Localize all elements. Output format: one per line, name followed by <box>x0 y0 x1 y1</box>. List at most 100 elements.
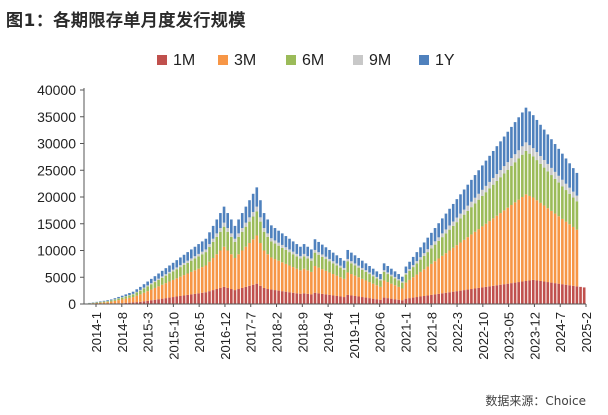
bar-3m-37 <box>219 250 222 288</box>
bar-1m-124 <box>535 280 539 304</box>
bar-3m-69 <box>335 275 339 296</box>
bar-6m-87 <box>400 282 404 289</box>
bar-9m-90 <box>411 265 415 268</box>
bar-9m-86 <box>397 279 400 281</box>
bar-3m-70 <box>339 277 342 297</box>
bar-1m-94 <box>426 295 430 304</box>
bar-1y-85 <box>393 271 397 277</box>
bar-6m-134 <box>571 197 575 227</box>
bar-9m-75 <box>357 265 360 268</box>
bar-9m-26 <box>179 265 182 268</box>
bar-1y-89 <box>408 261 411 270</box>
bar-3m-124 <box>535 200 539 281</box>
bar-1y-9 <box>117 296 120 299</box>
bar-9m-107 <box>473 197 477 204</box>
y-tick-label: 25000 <box>37 162 76 178</box>
bar-3m-107 <box>473 231 477 289</box>
bar-6m-75 <box>357 267 360 278</box>
bar-6m-35 <box>211 241 215 258</box>
bar-9m-97 <box>437 237 440 241</box>
bar-1y-49 <box>262 213 266 229</box>
bar-1y-48 <box>259 200 262 218</box>
bar-1y-41 <box>233 225 237 239</box>
bar-3m-81 <box>379 286 382 300</box>
bar-6m-123 <box>531 156 535 198</box>
bar-6m-71 <box>342 269 346 279</box>
bar-1m-101 <box>451 291 455 304</box>
bar-6m-51 <box>270 241 273 258</box>
bar-1y-40 <box>230 219 233 234</box>
legend-swatch-2 <box>218 55 228 65</box>
bar-3m-16 <box>142 292 146 302</box>
bar-1m-114 <box>499 284 502 304</box>
bar-3m-10 <box>120 299 124 304</box>
bar-1y-72 <box>346 249 350 259</box>
bar-6m-96 <box>433 244 437 262</box>
bar-3m-57 <box>291 267 295 293</box>
bar-1y-93 <box>422 242 426 254</box>
bar-3m-56 <box>288 265 291 293</box>
bar-6m-21 <box>160 277 164 285</box>
bar-3m-108 <box>477 229 480 288</box>
bar-6m-95 <box>430 248 433 264</box>
bar-1y-33 <box>204 238 208 250</box>
bar-9m-22 <box>164 274 168 276</box>
y-tick-label: 10000 <box>37 243 76 259</box>
bar-1m-118 <box>513 282 517 304</box>
bar-1m-76 <box>360 297 364 304</box>
bar-6m-125 <box>539 163 542 203</box>
bar-1y-36 <box>215 219 219 234</box>
bar-9m-123 <box>531 148 535 157</box>
bar-6m-62 <box>310 260 313 272</box>
bar-6m-124 <box>535 160 539 201</box>
bar-1y-82 <box>382 263 386 271</box>
bar-1m-132 <box>564 284 568 304</box>
bar-9m-32 <box>200 251 204 255</box>
bar-1y-80 <box>375 271 379 277</box>
bar-1y-21 <box>160 270 164 277</box>
bar-9m-76 <box>360 267 364 270</box>
bar-3m-55 <box>284 263 288 292</box>
bar-3m-35 <box>211 257 215 291</box>
bar-3m-67 <box>328 272 331 295</box>
bar-9m-88 <box>404 272 408 275</box>
bar-3m-27 <box>182 275 186 296</box>
bar-6m-36 <box>215 236 219 255</box>
bar-1m-117 <box>510 283 513 304</box>
bar-6m-82 <box>382 271 386 281</box>
bar-9m-133 <box>568 187 571 194</box>
bar-1y-57 <box>291 241 295 252</box>
bar-3m-73 <box>350 274 353 296</box>
bar-3m-32 <box>200 267 204 293</box>
bar-1m-91 <box>415 297 419 304</box>
bar-9m-27 <box>182 262 186 265</box>
bar-1y-64 <box>317 241 320 253</box>
bar-9m-118 <box>513 154 517 163</box>
bar-6m-45 <box>248 221 251 244</box>
bar-1y-131 <box>561 153 564 180</box>
bar-1y-99 <box>444 213 448 230</box>
bar-1m-11 <box>124 302 128 304</box>
bar-9m-125 <box>539 156 542 164</box>
bar-1y-108 <box>477 170 480 194</box>
bar-6m-43 <box>240 231 244 251</box>
bar-9m-116 <box>506 162 510 170</box>
bar-6m-31 <box>197 256 200 269</box>
bar-3m-110 <box>484 223 488 287</box>
bar-1y-107 <box>473 175 477 198</box>
bar-6m-79 <box>371 276 375 284</box>
bar-3m-132 <box>564 221 568 285</box>
bar-1m-66 <box>324 294 328 304</box>
bar-3m-53 <box>277 260 280 291</box>
bar-9m-79 <box>371 274 375 277</box>
bar-3m-112 <box>491 218 495 286</box>
bar-9m-110 <box>484 185 488 193</box>
bar-3m-101 <box>451 247 455 292</box>
bar-3m-135 <box>575 229 579 287</box>
bar-6m-19 <box>153 282 157 288</box>
bar-1m-95 <box>430 294 433 304</box>
bar-3m-130 <box>557 216 561 284</box>
bar-6m-93 <box>422 255 426 270</box>
bar-3m-39 <box>226 250 229 288</box>
bar-1y-102 <box>455 199 459 218</box>
